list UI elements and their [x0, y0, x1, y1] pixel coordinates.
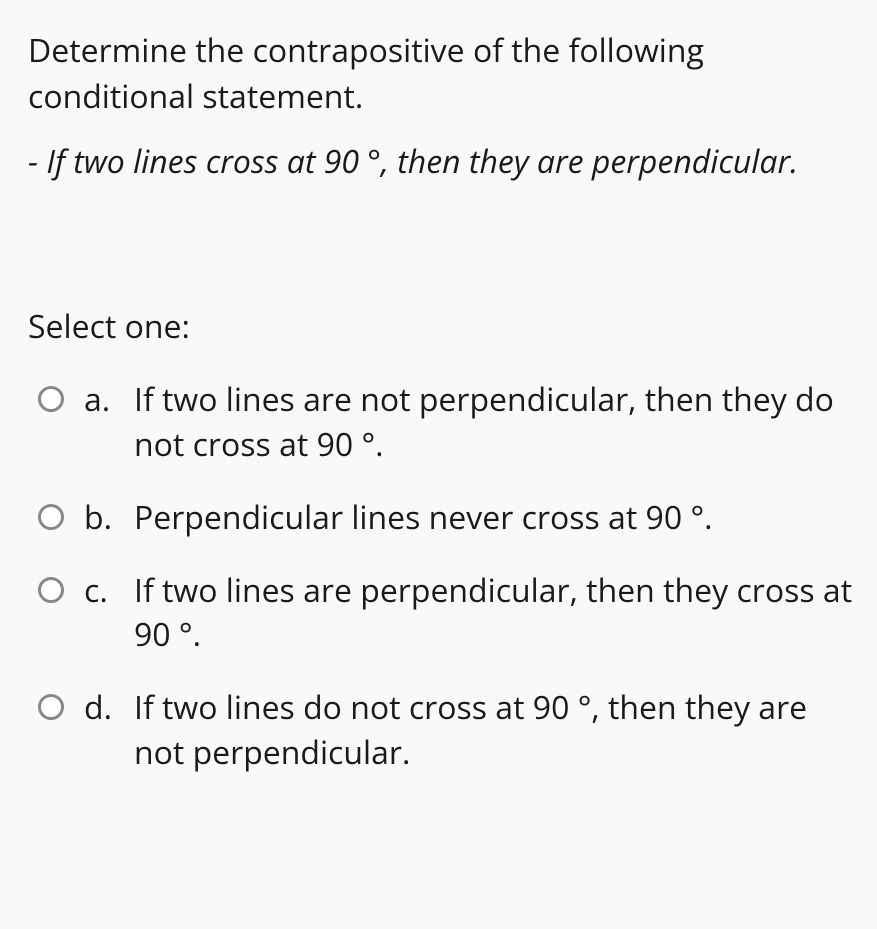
- radio-icon[interactable]: [38, 504, 64, 530]
- option-text: Perpendicular lines never cross at 90 °.: [134, 496, 855, 541]
- radio-icon[interactable]: [38, 577, 64, 603]
- option-b[interactable]: b. Perpendicular lines never cross at 90…: [38, 496, 855, 541]
- option-text: If two lines are perpendicular, then the…: [134, 569, 855, 659]
- radio-icon[interactable]: [38, 694, 64, 720]
- radio-icon[interactable]: [38, 386, 64, 412]
- option-d[interactable]: d. If two lines do not cross at 90 °, th…: [38, 686, 855, 776]
- conditional-statement: - If two lines cross at 90 °, then they …: [28, 139, 855, 185]
- question-prompt: Determine the contrapositive of the foll…: [28, 28, 855, 121]
- option-text: If two lines are not perpendicular, then…: [134, 378, 855, 468]
- question-container: Determine the contrapositive of the foll…: [0, 0, 877, 804]
- options-list: a. If two lines are not perpendicular, t…: [28, 378, 855, 776]
- select-one-label: Select one:: [28, 305, 855, 348]
- option-text: If two lines do not cross at 90 °, then …: [134, 686, 855, 776]
- option-letter: d.: [84, 686, 134, 731]
- option-letter: b.: [84, 496, 134, 541]
- option-c[interactable]: c. If two lines are perpendicular, then …: [38, 569, 855, 659]
- option-letter: c.: [84, 569, 134, 614]
- option-a[interactable]: a. If two lines are not perpendicular, t…: [38, 378, 855, 468]
- option-letter: a.: [84, 378, 134, 423]
